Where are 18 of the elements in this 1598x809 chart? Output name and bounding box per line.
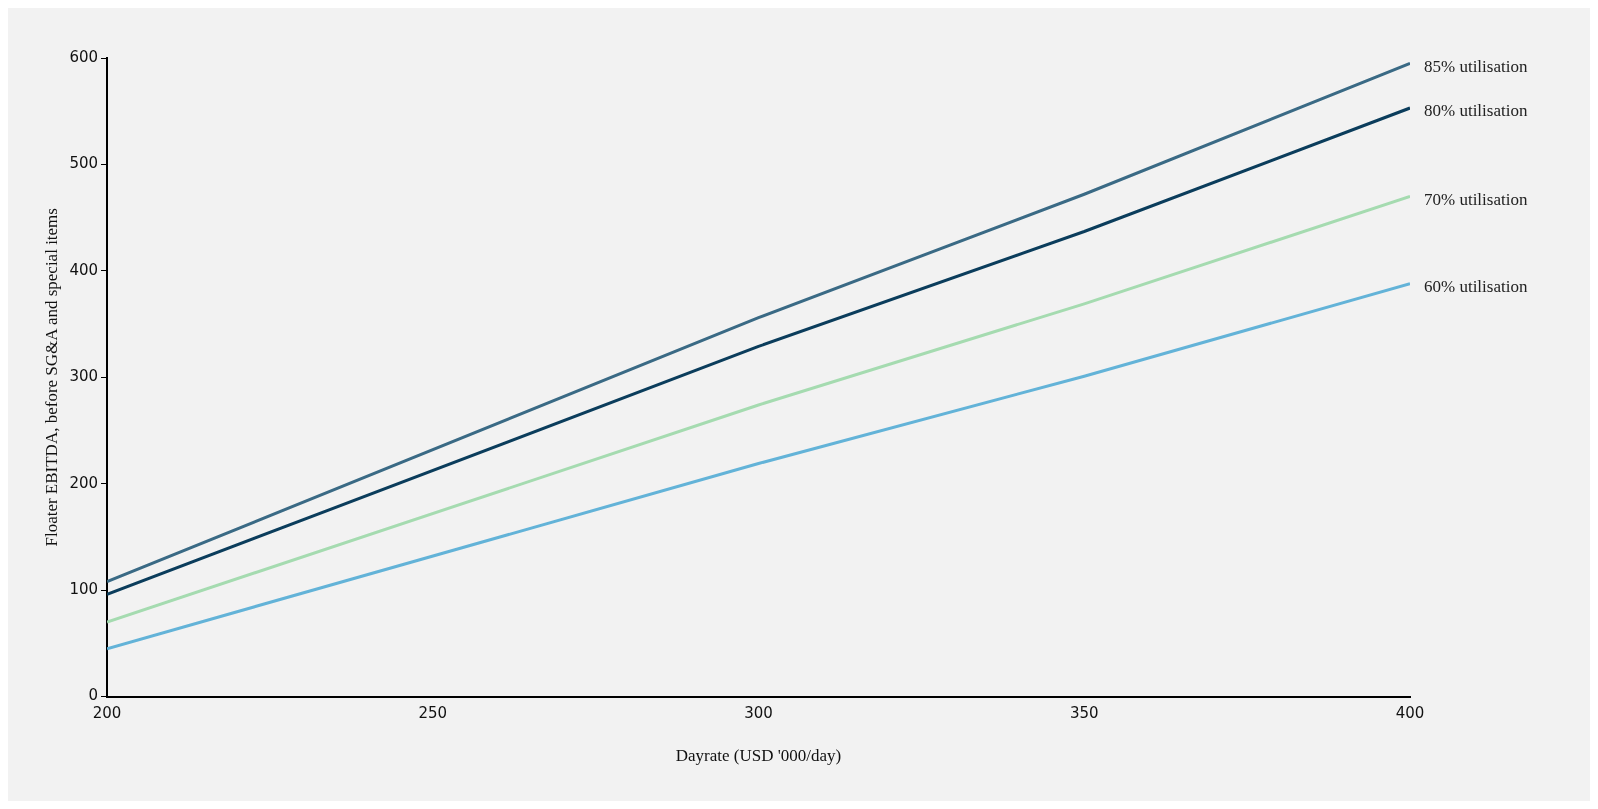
series-label: 85% utilisation xyxy=(1424,56,1528,76)
x-axis-title: Dayrate (USD '000/day) xyxy=(675,746,842,766)
y-tick-label: 200 xyxy=(69,473,99,492)
y-tick-label: 600 xyxy=(69,47,99,66)
y-axis-title: Floater EBITDA, before SG&A and special items xyxy=(41,208,61,547)
x-tick-label: 400 xyxy=(1395,704,1425,723)
x-tick-label: 200 xyxy=(92,704,122,723)
y-tick-label: 100 xyxy=(69,580,99,599)
y-tick-label: 300 xyxy=(69,367,99,386)
x-tick-label: 300 xyxy=(744,704,773,723)
y-tick-label: 0 xyxy=(88,686,99,705)
x-tick-label: 350 xyxy=(1069,704,1099,723)
y-tick-label: 500 xyxy=(69,154,99,173)
series-label: 70% utilisation xyxy=(1424,189,1528,209)
x-tick-label: 250 xyxy=(418,704,448,723)
y-tick-label: 400 xyxy=(69,260,99,279)
series-label: 60% utilisation xyxy=(1424,277,1528,297)
series-label: 80% utilisation xyxy=(1424,101,1528,121)
